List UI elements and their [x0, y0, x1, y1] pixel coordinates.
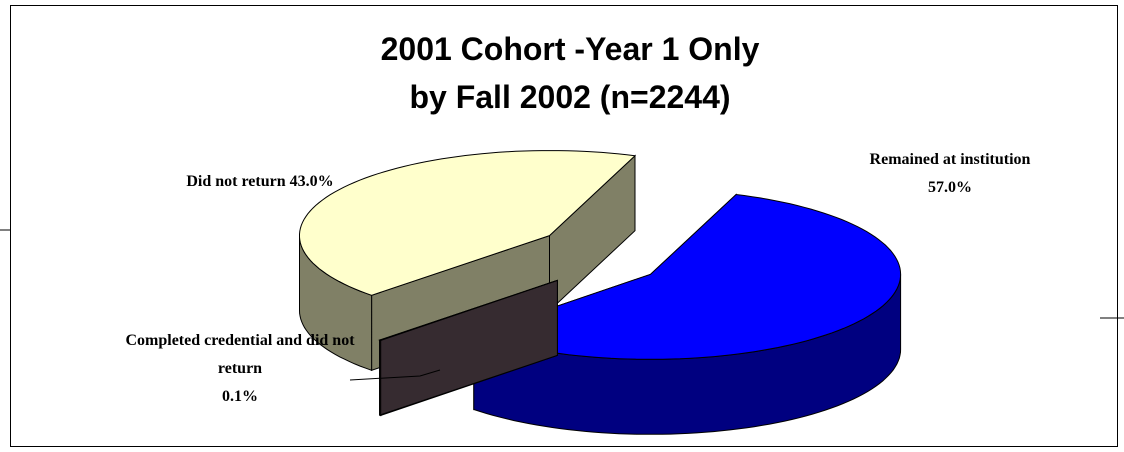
- slice-top: [378, 279, 558, 342]
- pie-slice: [378, 279, 558, 417]
- pie: [299, 150, 902, 435]
- category-label: Completed credential and did not return: [125, 332, 355, 377]
- value-label: 0.1%: [222, 388, 258, 405]
- category-label: Remained at institution: [869, 151, 1031, 168]
- chart-title: 2001 Cohort -Year 1 Only: [381, 31, 760, 67]
- category-label: Did not return: [186, 173, 286, 190]
- leader-line: [349, 369, 441, 381]
- slice-top: [472, 193, 902, 360]
- chart-subtitle: by Fall 2002 (n=2244): [409, 79, 730, 115]
- slice-label: Remained at institution 57.0%: [855, 146, 1045, 202]
- value-label: 57.0%: [928, 179, 972, 196]
- pie-slice: [472, 193, 902, 435]
- slice-label: Completed credential and did not return …: [115, 327, 365, 411]
- value-label: 43.0%: [289, 173, 334, 190]
- slice-top: [299, 150, 637, 296]
- slice-label: Did not return 43.0%: [140, 168, 380, 196]
